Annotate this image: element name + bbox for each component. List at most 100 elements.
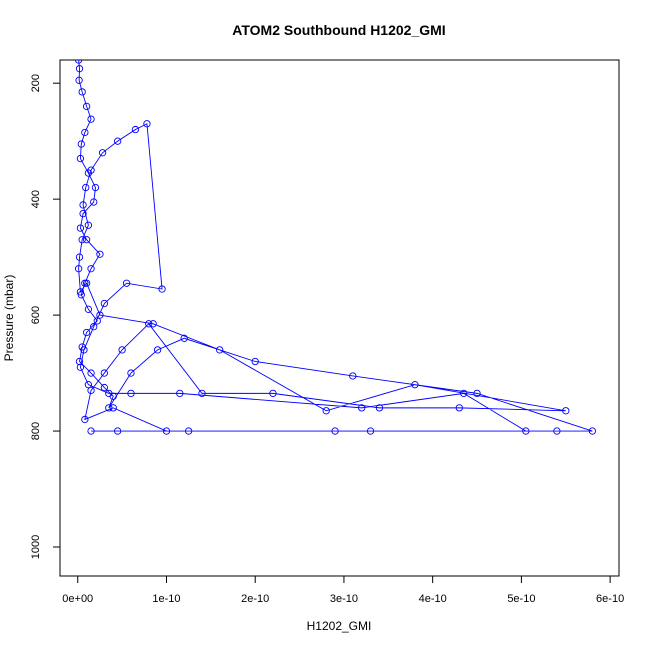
data-point [82,183,90,192]
data-point [76,154,85,163]
data-point [127,369,135,377]
data-point [74,265,83,273]
y-tick-label: 200 [30,74,42,92]
data-point [82,328,91,337]
data-point [87,386,95,395]
data-point [75,253,84,261]
data-point [153,346,162,354]
data-point [114,137,122,145]
data-point [322,407,330,415]
data-point [100,299,109,308]
data-point [251,357,259,366]
data-point [149,320,157,328]
data-point [87,369,95,377]
data-point [87,166,95,174]
data-point [522,427,530,435]
x-tick-label: 2e-10 [241,593,269,605]
data-point [185,427,193,435]
data-point [93,317,101,325]
data-point [331,427,339,435]
data-point [84,305,93,313]
data-point [75,65,84,73]
data-point [87,427,95,435]
data-point [76,288,85,296]
data-point [80,346,88,354]
y-tick-label: 800 [30,422,42,440]
data-point [96,311,104,319]
data-point [100,383,109,392]
data-point [75,357,84,366]
x-tick-label: 3e-10 [330,593,358,605]
data-point [473,389,481,398]
data-point [118,346,126,354]
data-point [77,140,85,148]
data-point [109,404,117,412]
data-point [460,389,468,398]
data-point [87,115,95,123]
x-axis-label: H1202_GMI [307,619,372,633]
data-point [131,125,140,134]
data-point [74,60,83,64]
x-tick-label: 0e+00 [62,593,93,605]
data-point [162,427,171,435]
data-point [122,279,131,287]
data-point [349,372,357,380]
data-point [455,404,463,412]
data-point [366,427,375,435]
data-point [375,404,384,412]
data-point [145,320,153,328]
data-point [358,404,366,412]
data-point [84,221,93,229]
data-point [100,369,109,377]
data-point [411,381,419,389]
data-point [91,183,100,192]
data-point [84,381,93,389]
data-point [105,404,113,412]
data-point [158,285,166,293]
data-point [180,334,188,342]
data-point [79,201,87,209]
data-point [82,236,91,244]
data-point [82,279,91,287]
y-axis-label: Pressure (mbar) [2,275,16,362]
data-point [216,346,224,354]
series-line [78,60,593,432]
data-point [78,236,86,244]
data-point [75,76,83,84]
data-point [98,149,107,157]
data-point [90,323,98,331]
data-point [176,389,184,398]
y-tick-label: 1000 [30,535,42,559]
x-tick-label: 1e-10 [152,593,180,605]
data-point [76,224,85,232]
data-point [81,415,89,424]
data-point [90,198,98,206]
data-point [198,389,206,398]
data-point [588,427,597,435]
y-axis: 200 400 600 800 1000 [30,74,61,559]
x-tick-label: 5e-10 [507,593,535,605]
data-point [143,120,151,128]
data-series [74,60,597,435]
data-point [105,389,113,398]
y-tick-label: 400 [30,190,42,208]
x-tick-label: 4e-10 [419,593,447,605]
data-point [81,279,89,287]
data-point [81,128,89,137]
x-axis: 0e+00 1e-10 2e-10 3e-10 4e-10 5e-10 6e-10 [62,575,624,605]
data-point [78,88,86,96]
data-point [79,209,87,218]
data-point [562,407,570,415]
data-point [96,250,104,258]
data-point [127,389,135,398]
data-point [269,389,277,398]
data-point [114,427,122,435]
y-tick-label: 600 [30,306,42,324]
data-point [87,265,95,273]
data-point [82,102,91,111]
x-tick-label: 6e-10 [596,593,624,605]
data-point [553,427,561,435]
plot-frame [59,59,620,577]
data-point [77,291,85,299]
